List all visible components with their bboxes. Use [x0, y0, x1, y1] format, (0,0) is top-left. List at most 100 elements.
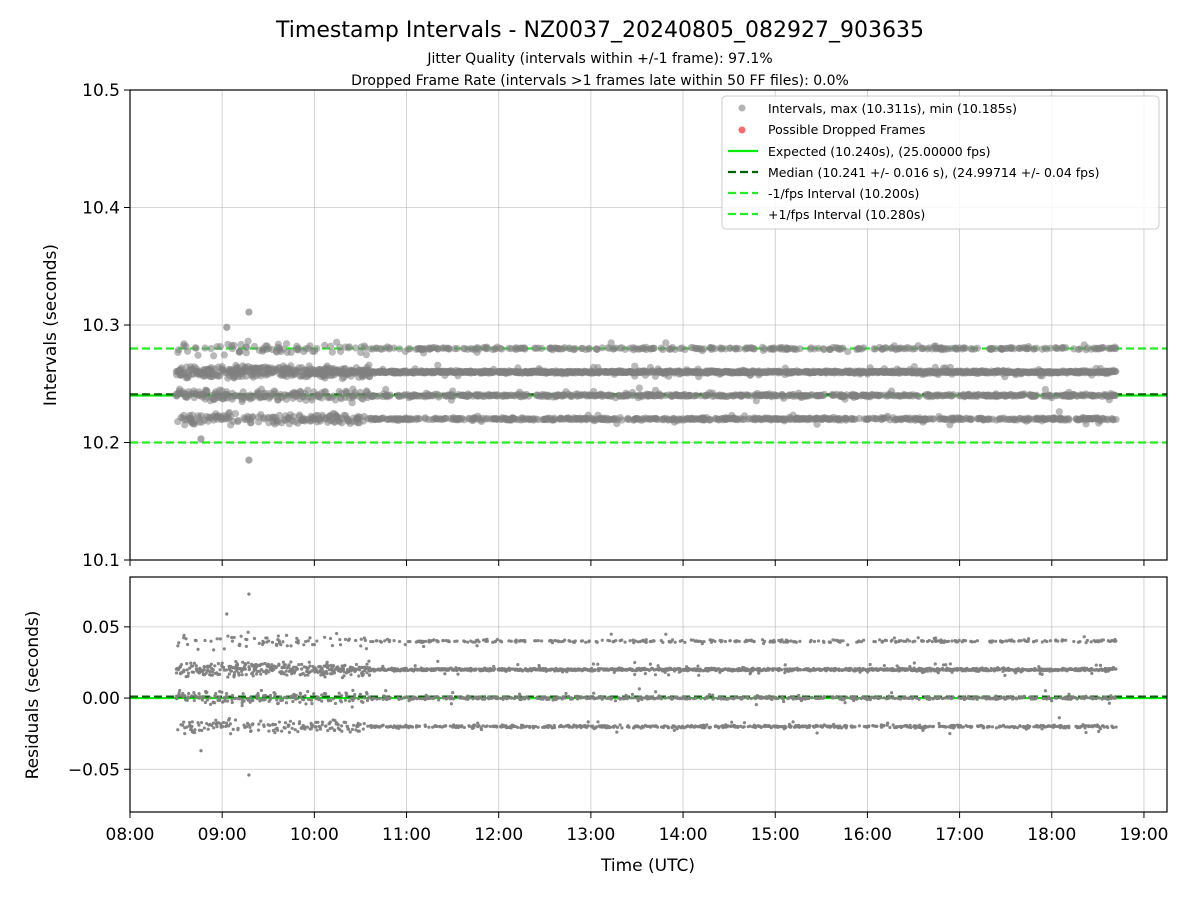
interval-point — [1111, 391, 1119, 400]
residual-point — [178, 688, 182, 693]
intervals-y-tick-label: 10.1 — [82, 551, 120, 571]
interval-point — [382, 385, 390, 393]
interval-point — [365, 361, 373, 369]
residual-point — [233, 718, 238, 722]
residual-point — [336, 723, 340, 727]
residual-point — [268, 723, 272, 727]
residual-point — [206, 727, 210, 731]
residual-point — [347, 637, 351, 641]
residual-point — [493, 667, 497, 671]
interval-point — [659, 345, 667, 354]
residual-point — [375, 697, 379, 701]
residual-point — [274, 666, 278, 670]
residual-point — [267, 729, 271, 733]
interval-point — [304, 386, 312, 394]
residual-point — [295, 696, 299, 701]
residual-point — [185, 642, 190, 647]
residual-point — [295, 667, 300, 671]
residual-point — [517, 692, 522, 696]
residual-point — [192, 730, 197, 735]
residual-point — [267, 639, 271, 643]
residual-point — [174, 671, 179, 675]
residual-point — [361, 700, 365, 705]
residual-point — [183, 732, 187, 736]
interval-point — [521, 345, 529, 353]
residual-point — [287, 663, 291, 667]
residual-point — [190, 724, 194, 729]
residual-point — [397, 639, 402, 644]
interval-outlier-point — [223, 323, 231, 331]
residual-point — [285, 673, 289, 677]
residual-point — [311, 723, 315, 727]
residual-point — [338, 643, 343, 647]
residual-point — [189, 661, 193, 665]
residual-point — [263, 693, 268, 698]
residual-point — [255, 665, 259, 669]
residual-point — [452, 697, 456, 701]
residual-point — [328, 720, 332, 724]
residual-point — [275, 643, 279, 648]
interval-point — [1055, 408, 1063, 416]
residual-point — [232, 635, 236, 640]
residual-point — [205, 698, 209, 702]
residual-point — [516, 663, 520, 667]
residual-point — [299, 667, 304, 671]
residual-point — [499, 640, 504, 644]
residual-point — [226, 699, 230, 703]
residual-point — [212, 726, 216, 730]
interval-point — [483, 345, 491, 353]
residual-point — [213, 664, 217, 668]
residual-point — [352, 723, 356, 727]
residual-point — [413, 664, 417, 668]
residual-point — [325, 660, 329, 664]
residual-point — [199, 720, 204, 725]
residual-point — [229, 669, 234, 673]
residual-point — [281, 640, 285, 644]
residual-point — [262, 724, 266, 728]
residual-point — [422, 644, 426, 649]
residual-point — [263, 697, 267, 701]
residual-point — [346, 727, 350, 731]
residual-point — [361, 727, 365, 731]
residual-point — [277, 720, 282, 724]
residual-point — [230, 700, 234, 705]
legend-entry-expected: Expected (10.240s), (25.00000 fps) — [728, 144, 990, 159]
residual-point — [226, 675, 230, 679]
interval-point — [915, 392, 923, 401]
residual-point — [294, 693, 298, 697]
residual-point — [236, 726, 240, 730]
residual-point — [277, 663, 281, 667]
interval-point — [796, 345, 804, 353]
legend-entry-median: Median (10.241 +/- 0.016 s), (24.99714 +… — [728, 165, 1099, 180]
residual-point — [482, 696, 487, 700]
residual-point — [262, 641, 266, 645]
residual-point — [267, 670, 271, 674]
residual-point — [190, 694, 194, 698]
residual-point — [244, 644, 248, 648]
interval-point — [207, 344, 215, 353]
residual-point — [363, 638, 367, 642]
residual-point — [315, 639, 319, 643]
residual-point — [279, 643, 283, 647]
residual-point — [198, 695, 202, 699]
legend-label-plus-interval: +1/fps Interval (10.280s) — [768, 207, 925, 222]
interval-point — [192, 344, 200, 352]
interval-outlier-point — [245, 308, 253, 316]
residual-point — [320, 693, 324, 697]
residual-point — [265, 636, 269, 640]
residual-point — [272, 695, 277, 699]
interval-point — [287, 348, 295, 357]
residual-point — [234, 696, 238, 700]
residual-point — [194, 639, 198, 643]
residual-point — [331, 697, 335, 701]
residual-point — [306, 689, 310, 694]
residual-point — [308, 636, 312, 640]
interval-point — [386, 391, 394, 399]
residual-point — [523, 640, 527, 644]
residual-point — [211, 721, 216, 725]
interval-point — [236, 347, 244, 355]
residual-point — [299, 662, 304, 666]
legend-entry-intervals: Intervals, max (10.311s), min (10.185s) — [738, 101, 1017, 116]
residual-point — [287, 730, 291, 735]
residual-point — [218, 637, 222, 641]
